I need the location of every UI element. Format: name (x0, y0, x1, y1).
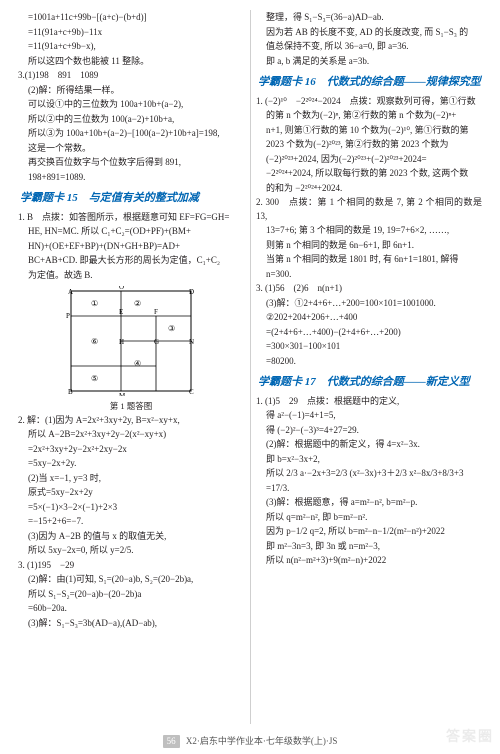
svg-text:G: G (154, 338, 159, 346)
card16-q3-line: =300×301−100×101 (256, 340, 482, 354)
card17-q1-line: 得 a²−(−1)=4+1=5, (256, 409, 482, 423)
svg-text:D: D (189, 288, 194, 296)
card15-q2-line: 所以 5xy−2x=0, 所以 y=2/5. (18, 544, 244, 558)
card15-q3-line: 3. (1)195 −29 (18, 559, 244, 573)
svg-text:N: N (189, 338, 194, 346)
card16-q3-line: ②202+204+206+…+400 (256, 311, 482, 325)
card15-q2-line: 2. 解：(1)因为 A=2x²+3xy+2y, B=x²−xy+x, (18, 414, 244, 428)
left-column: =1001a+11c+99b−[(a+c)−(b+d)] =11(91a+c+9… (12, 10, 250, 724)
card15-q1-line: 1. B 点拨：如答图所示，根据题意可知 EF=FG=GH= (18, 211, 244, 225)
svg-text:C: C (189, 388, 194, 396)
svg-text:⑥: ⑥ (91, 337, 98, 346)
card16-q2-line: 13=7+6; 第 3 个相同的数是 19, 19=7+6×2, ……, (256, 224, 482, 238)
svg-text:B: B (68, 388, 73, 396)
watermark: 答案圈 (446, 727, 494, 748)
q3-head: 3.(1)198 891 1089 (18, 69, 244, 83)
card15-q2-line: (2)当 x=−1, y=3 时, (18, 472, 244, 486)
card17-title: 学霸题卡 17 代数式的综合题——新定义型 (256, 374, 482, 391)
right-top-line: 整理，得 S₁−S₃=(36−a)AD−ab. (256, 11, 482, 25)
card17-q1-line: 所以 n(n²−m²+3)+9(m²−n)+2022 (256, 554, 482, 568)
card16-q1-line: n+1, 则第①行数的第 10 个数为(−2)¹⁰, 第①行数的第 (256, 124, 482, 138)
svg-text:H: H (119, 338, 124, 346)
card17-q1-line: 1. (1)5 29 点拨：根据题中的定义, (256, 395, 482, 409)
svg-text:②: ② (134, 299, 141, 308)
q3-line: 再交换百位数字与个位数字后得到 891, (18, 156, 244, 170)
svg-text:E: E (119, 308, 123, 316)
card17-q1-line: 因为 p−1/2 q=2, 所以 b=m²−n−1/2(m²−n²)+2022 (256, 525, 482, 539)
svg-text:M: M (119, 392, 126, 396)
column-divider (250, 10, 251, 724)
card15-q3-line: =60b−20a. (18, 602, 244, 616)
card15-q2-line: 原式=5xy−2x+2y (18, 486, 244, 500)
card17-q1-line: 所以 2/3 a·−2x+3=2/3 (x²−3x)+3＋2/3 x²−8x/3… (256, 467, 482, 481)
card17-q1-line: 得 (−2)²−(−3)³=4+27=29. (256, 424, 482, 438)
right-top-line: 值总保持不变, 所以 36−a=0, 即 a=36. (256, 40, 482, 54)
card15-q1-line: HE, HN=MC. 所以 C₁+C₂=(OD+PF)+(BM+ (18, 225, 244, 239)
card16-q3-line: (3)解：①2+4+6+…+200=100×101=1001000. (256, 297, 482, 311)
q3-line: 198+891=1089. (18, 171, 244, 185)
q3-line: 所以②中的三位数为 100(a−2)+10b+a, (18, 113, 244, 127)
card17-q1-line: 所以 q=m²−n², 即 b=m²−n². (256, 511, 482, 525)
right-column: 整理，得 S₁−S₃=(36−a)AD−ab. 因为若 AB 的长度不变, AD… (250, 10, 488, 724)
card16-q1-line: −2²⁰²⁴+2024, 所以取每行数的第 2023 个数, 这两个数 (256, 167, 482, 181)
card15-q2-line: =5×(−1)×3−2×(−1)+2×3 (18, 501, 244, 515)
card16-q1-line: 2023 个数为(−2)²⁰²³, 第②行数的第 2023 个数为 (256, 138, 482, 152)
expr-line: =11(91a+c+9b)−11x (18, 26, 244, 40)
card15-q2-line: (3)因为 A−2B 的值与 x 的取值无关, (18, 530, 244, 544)
svg-text:P: P (66, 312, 70, 320)
page-footer: 56 X2·启东中学作业本·七年级数学(上)·JS (0, 735, 500, 749)
svg-text:F: F (154, 308, 158, 316)
card15-q1-line: 为定值。故选 B. (18, 269, 244, 283)
right-top-line: 因为若 AB 的长度不变, AD 的长度改变, 而 S₁−S₃ 的 (256, 26, 482, 40)
card15-q1-line: BC+AB+CD. 即最大长方形的周长为定值，C₁+C₂ (18, 254, 244, 268)
expr-line: 所以这四个数也能被 11 整除。 (18, 55, 244, 69)
svg-text:A: A (68, 288, 73, 296)
right-top-line: 即 a, b 满足的关系是 a=3b. (256, 55, 482, 69)
card15-q2-line: =−15+2+6=−7. (18, 515, 244, 529)
q3-line: (2)解：所得结果一样。 (18, 84, 244, 98)
q3-line: 可以设①中的三位数为 100a+10b+(a−2), (18, 98, 244, 112)
figure-caption: 第 1 题答图 (18, 400, 244, 413)
card16-q1-line: 的和为 −2²⁰²⁴+2024. (256, 182, 482, 196)
card16-q2-line: 2. 300 点拨：第 1 个相同的数是 7, 第 2 个相同的数是 13, (256, 196, 482, 223)
card16-title: 学霸题卡 16 代数式的综合题——规律探究型 (256, 74, 482, 91)
card17-q1-line: 即 m²−3n=3, 即 3n 或 n=m²−3, (256, 540, 482, 554)
card16-q1-line: (−2)²⁰²³+2024, 因为(−2)²⁰²³+(−2)²⁰²³+2024= (256, 153, 482, 167)
card15-q3-line: 所以 S₁−S₂=(20−a)b−(20−2b)a (18, 588, 244, 602)
card16-q1-line: 的第 n 个数为(−2)ⁿ, 第②行数的第 n 个数为(−2)ⁿ+ (256, 109, 482, 123)
card16-q3-line: =(2+4+6+…+400)−(2+4+6+…+200) (256, 326, 482, 340)
svg-text:⑤: ⑤ (91, 374, 98, 383)
q3-line: 这是一个常数。 (18, 142, 244, 156)
card16-q2-line: n=300. (256, 268, 482, 282)
card15-q3-line: (3)解：S₁−S₃=3b(AD−a),(AD−ab), (18, 617, 244, 631)
card15-q2-line: =5xy−2x+2y. (18, 457, 244, 471)
card15-q2-line: =2x²+3xy+2y−2x²+2xy−2x (18, 443, 244, 457)
svg-text:④: ④ (134, 359, 141, 368)
card16-q3-line: 3. (1)56 (2)6 n(n+1) (256, 282, 482, 296)
card17-q1-line: =17/3. (256, 482, 482, 496)
card16-q2-line: 当第 n 个相同的数是 1801 时, 有 6n+1=1801, 解得 (256, 253, 482, 267)
card17-q1-line: 即 b=x²−3x+2, (256, 453, 482, 467)
card15-q1-line: HN)+(OE+EF+BP)+(DN+GH+BP)=AD+ (18, 240, 244, 254)
expr-line: =1001a+11c+99b−[(a+c)−(b+d)] (18, 11, 244, 25)
expr-line: =11(91a+c+9b−x), (18, 40, 244, 54)
svg-text:①: ① (91, 299, 98, 308)
card15-q2-line: 所以 A−2B=2x²+3xy+2y−2(x²−xy+x) (18, 428, 244, 442)
card15-q3-line: (2)解：由(1)可知, S₁=(20−a)b, S₂=(20−2b)a, (18, 573, 244, 587)
card16-q2-line: 则第 n 个相同的数是 6n−6+1, 即 6n+1. (256, 239, 482, 253)
card16-q3-line: =80200. (256, 355, 482, 369)
card16-q1-line: 1. (−2)¹⁰ −2²⁰²⁴−2024 点拨：观察数列可得，第①行数 (256, 95, 482, 109)
card17-q1-line: (3)解：根据题意，得 a=m²−n², b=m²−p. (256, 496, 482, 510)
svg-text:③: ③ (168, 324, 175, 333)
figure-diagram: A O D P ① ② E F ③ H G ⑥ N ④ ⑤ B M C (66, 286, 196, 396)
page-number: 56 (163, 735, 180, 749)
svg-text:O: O (119, 286, 124, 291)
footer-text: X2·启东中学作业本·七年级数学(上)·JS (186, 736, 338, 746)
card17-q1-line: (2)解：根据题中的新定义，得 4=x²−3x. (256, 438, 482, 452)
card15-title: 学霸题卡 15 与定值有关的整式加减 (18, 190, 244, 207)
q3-line: 所以③为 100a+10b+(a−2)−[100(a−2)+10b+a]=198… (18, 127, 244, 141)
